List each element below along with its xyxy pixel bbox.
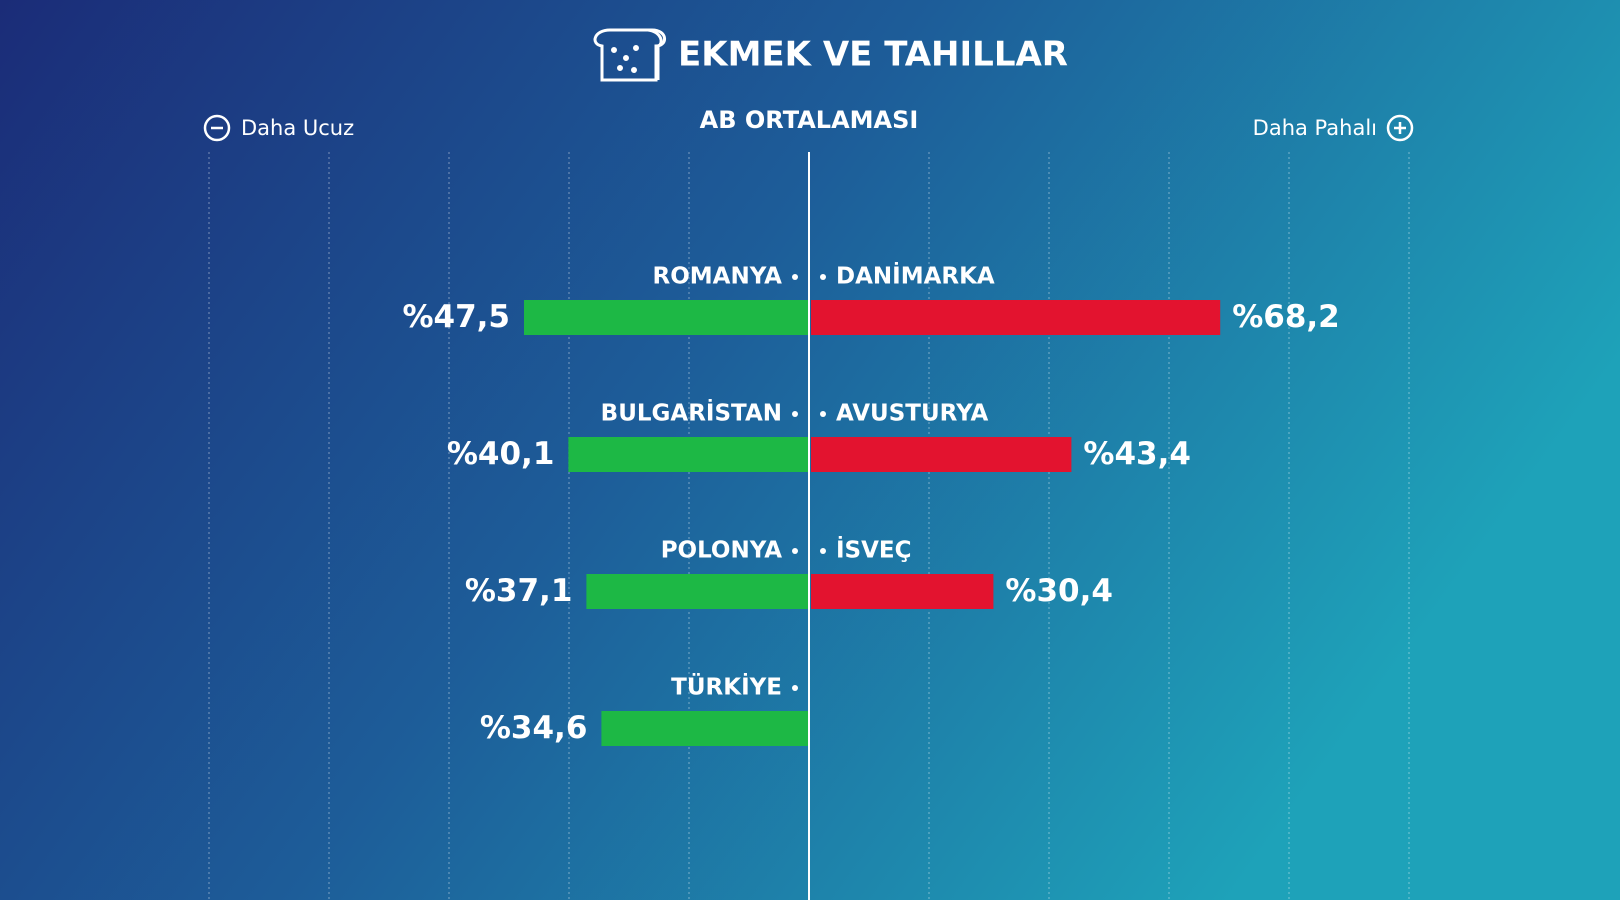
value-label: %37,1 xyxy=(465,573,573,609)
value-label: %30,4 xyxy=(1005,573,1113,609)
bullet xyxy=(792,685,798,691)
bullet xyxy=(820,548,826,554)
value-label: %68,2 xyxy=(1232,299,1340,335)
bar xyxy=(568,437,809,472)
bullet xyxy=(792,411,798,417)
bullet xyxy=(820,274,826,280)
bullet xyxy=(792,548,798,554)
legend-label: Daha Ucuz xyxy=(241,116,354,140)
bar xyxy=(811,437,1072,472)
value-label: %40,1 xyxy=(447,436,555,472)
minus-icon xyxy=(203,114,231,142)
category-label: AVUSTURYA xyxy=(836,401,989,427)
center-label: AB ORTALAMASI xyxy=(700,106,919,134)
category-label: ROMANYA xyxy=(653,264,783,290)
category-label: İSVEÇ xyxy=(836,536,912,564)
bar xyxy=(811,574,994,609)
bullet xyxy=(792,274,798,280)
bread-icon xyxy=(593,28,666,82)
bullet xyxy=(820,411,826,417)
value-label: %43,4 xyxy=(1083,436,1191,472)
value-label: %34,6 xyxy=(480,710,588,746)
category-label: TÜRKİYE xyxy=(671,673,782,701)
legend-label: Daha Pahalı xyxy=(1253,116,1377,140)
plus-icon xyxy=(1386,114,1414,142)
value-label: %47,5 xyxy=(402,299,510,335)
bar xyxy=(586,574,809,609)
bar xyxy=(601,711,809,746)
bar xyxy=(524,300,809,335)
category-label: DANİMARKA xyxy=(836,262,995,290)
category-label: POLONYA xyxy=(661,538,783,564)
category-label: BULGARİSTAN xyxy=(601,399,782,427)
bar xyxy=(811,300,1221,335)
chart-title: EKMEK VE TAHILLAR xyxy=(678,35,1068,75)
